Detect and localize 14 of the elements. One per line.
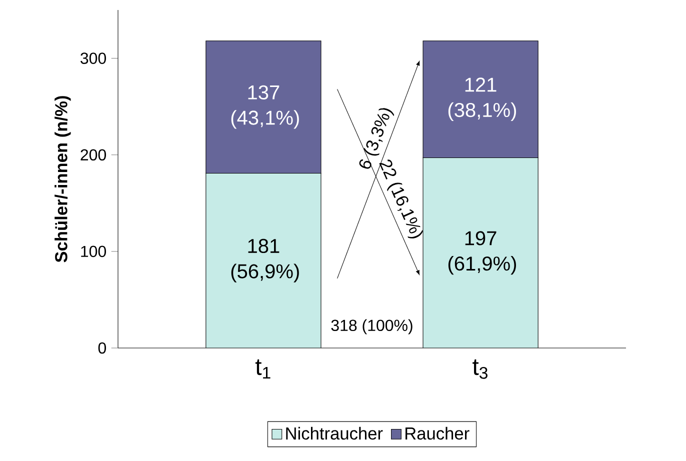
legend-label: Raucher xyxy=(406,426,470,440)
legend-label: Nichtraucher xyxy=(286,426,383,440)
x-tick-label: t$_{3}$ xyxy=(472,359,488,379)
y-tick-label: 100 xyxy=(81,246,106,258)
x-tick-label: t$_{1}$ xyxy=(255,359,270,379)
y-tick-label: 0 xyxy=(98,342,106,354)
y-tick-label: 300 xyxy=(80,52,106,64)
data-label: 197 (61,9%) xyxy=(448,231,516,275)
y-axis-title: Schüler/-innen (n/%) xyxy=(54,96,71,262)
y-tick-label: 200 xyxy=(80,149,106,161)
data-label: 137 (43,1%) xyxy=(231,85,299,129)
data-label: 121 (38,1%) xyxy=(448,78,516,122)
annotation: 318 (100%) xyxy=(331,319,412,334)
data-label: 181 (56,9%) xyxy=(231,238,299,282)
